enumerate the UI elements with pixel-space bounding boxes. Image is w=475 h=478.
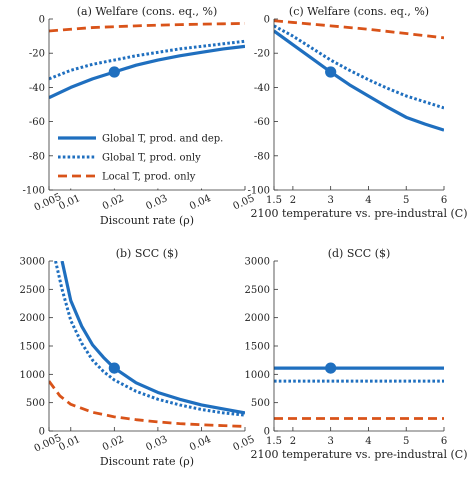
panel-title: (a) Welfare (cons. eq., %) (77, 5, 218, 18)
y-tick-label: 0 (264, 427, 270, 438)
x-tick-label: 4 (365, 195, 371, 206)
y-tick-label: -80 (29, 151, 45, 162)
x-tick-label: 3 (327, 436, 333, 447)
legend-label: Local T, prod. only (102, 172, 196, 183)
panel-b: (b) SCC ($)0500100015002000250030000.005… (20, 247, 257, 468)
legend-label: Global T, prod. only (102, 153, 201, 164)
panel-title: (c) Welfare (cons. eq., %) (289, 5, 429, 18)
x-axis-label: 2100 temperature vs. pre-industral (C) (251, 448, 468, 461)
series-line-dotted (274, 24, 444, 110)
y-tick-label: 2500 (20, 285, 45, 296)
legend: Global T, prod. and dep. Global T, prod. … (55, 125, 239, 189)
y-tick-label: -40 (29, 83, 45, 94)
x-tick-label: 0.04 (188, 193, 213, 212)
y-tick-label: 1500 (20, 342, 45, 353)
y-tick-label: 0 (39, 15, 45, 26)
x-axis-label: 2100 temperature vs. pre-industral (C) (251, 207, 468, 220)
y-tick-label: 2500 (245, 285, 270, 296)
x-tick-label: 5 (403, 436, 409, 447)
series-line-dashed (49, 22, 245, 33)
x-tick-label: 0.03 (144, 193, 169, 212)
highlight-marker (325, 66, 337, 78)
y-tick-label: 2000 (245, 313, 270, 324)
y-tick-label: 500 (26, 398, 45, 409)
y-tick-label: -60 (29, 117, 45, 128)
x-tick-label: 2 (290, 436, 296, 447)
y-tick-label: 1500 (245, 342, 270, 353)
legend-label: Global T, prod. and dep. (102, 134, 223, 145)
x-tick-label: 0.02 (101, 193, 126, 212)
x-tick-label: 6 (441, 195, 447, 206)
series-line-solid (274, 29, 444, 132)
x-tick-label: 0.01 (57, 193, 82, 212)
y-tick-label: 1000 (20, 370, 45, 381)
x-tick-label: 1.5 (266, 195, 282, 206)
x-axis-label: Discount rate (ρ) (100, 214, 194, 227)
series-line-dotted (49, 39, 245, 81)
highlight-marker (325, 362, 337, 374)
x-tick-label: 3 (327, 195, 333, 206)
y-tick-label: 500 (251, 398, 270, 409)
panel-d: (d) SCC ($) 0 500 1000 1500 2000 2500 3000 1.5 2 3… (245, 247, 468, 461)
series-line-solid (49, 44, 245, 100)
x-tick-label: 1.5 (266, 436, 282, 447)
highlight-marker (108, 66, 120, 78)
panel-a: (a) Welfare (cons. eq., %) 0 -20 -40 -60 -80 -… (23, 5, 257, 227)
panel-c: (c) Welfare (cons. eq., %) 0 -20 -40 -60 -80 -… (248, 5, 468, 220)
x-tick-label: 6 (441, 436, 447, 447)
x-tick-label: 0.04 (188, 434, 213, 453)
series-line-dotted (54, 261, 245, 417)
y-tick-label: 1000 (245, 370, 270, 381)
highlight-marker (108, 362, 120, 374)
y-tick-label: -60 (254, 117, 270, 128)
series-line-dashed (49, 380, 245, 428)
panel-title: (d) SCC ($) (328, 247, 391, 260)
x-tick-label: 2 (290, 195, 296, 206)
panel-title: (b) SCC ($) (116, 247, 179, 260)
series-line-dashed (274, 19, 444, 40)
y-tick-label: 3000 (20, 257, 45, 268)
y-tick-label: -20 (29, 49, 45, 60)
x-axis-label: Discount rate (ρ) (100, 455, 194, 468)
y-tick-label: 0 (264, 15, 270, 26)
x-tick-label: 0.02 (101, 434, 126, 453)
series-line-solid (60, 261, 245, 415)
y-tick-label: -40 (254, 83, 270, 94)
y-tick-label: 3000 (245, 257, 270, 268)
y-tick-label: 2000 (20, 313, 45, 324)
legend-box (55, 125, 239, 189)
x-tick-label: 4 (365, 436, 371, 447)
y-tick-label: 0 (39, 427, 45, 438)
y-tick-label: -20 (254, 49, 270, 60)
x-tick-label: 5 (403, 195, 409, 206)
y-tick-label: -100 (248, 186, 270, 197)
y-tick-label: -80 (254, 151, 270, 162)
x-tick-label: 0.01 (57, 434, 82, 453)
x-tick-label: 0.03 (144, 434, 169, 453)
y-tick-label: -100 (23, 186, 45, 197)
